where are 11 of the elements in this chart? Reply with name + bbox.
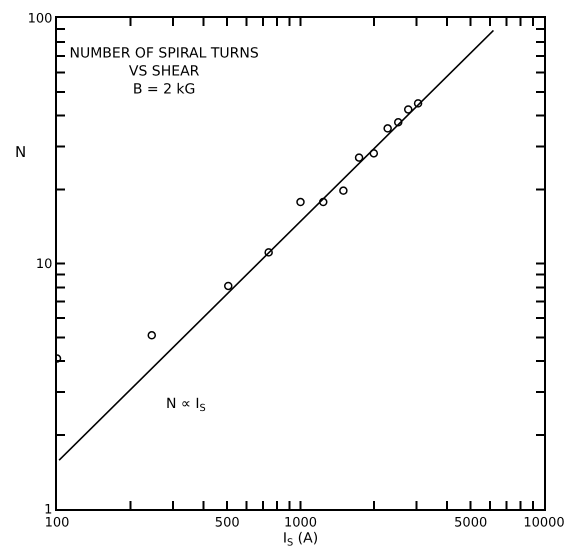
x-axis-title: I$_{S}$ (A) bbox=[282, 530, 318, 549]
y-tick-label: 100 bbox=[28, 12, 52, 27]
y-axis-title: N bbox=[15, 143, 26, 161]
x-tick-label: 1000 bbox=[284, 516, 318, 531]
annotation: N ∝ I$_{S}$ bbox=[166, 396, 206, 414]
x-tick-label: 500 bbox=[214, 516, 240, 531]
x-tick-label: 10000 bbox=[523, 516, 565, 531]
x-tick-label: 5000 bbox=[454, 516, 488, 531]
y-tick-label: 1 bbox=[44, 502, 52, 518]
y-tick-label: 10 bbox=[36, 257, 52, 272]
text: NUMBER OF SPIRAL TURNS VS SHEAR B = 2 kG bbox=[70, 45, 259, 98]
